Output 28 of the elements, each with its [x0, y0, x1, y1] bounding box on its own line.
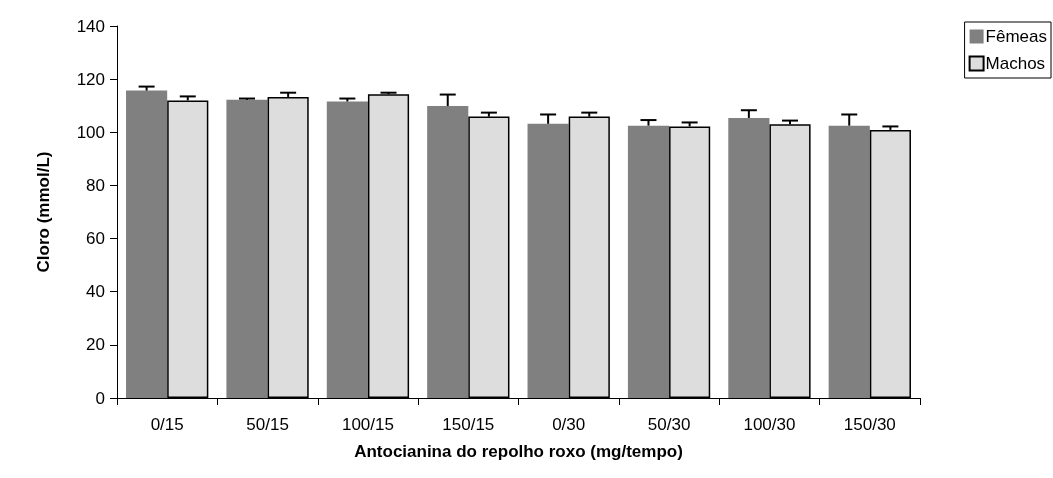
bar — [527, 123, 569, 398]
y-axis-title: Cloro (mmol/L) — [34, 151, 53, 273]
x-axis-title: Antocianina do repolho roxo (mg/tempo) — [354, 442, 683, 461]
bar — [126, 90, 168, 398]
y-tick-label: 20 — [86, 335, 105, 355]
bar — [828, 125, 870, 398]
y-tick-label: 100 — [76, 122, 105, 142]
legend-label: Fêmeas — [985, 27, 1048, 46]
x-tick-label: 50/15 — [246, 415, 289, 434]
x-tick-label: 100/15 — [341, 415, 394, 434]
x-tick-label: 0/30 — [552, 415, 586, 434]
x-tick-label: 50/30 — [647, 415, 691, 434]
bar — [627, 125, 670, 398]
y-tick-label: 80 — [86, 175, 105, 195]
legend-label: Machos — [985, 54, 1046, 73]
y-tick-label: 40 — [86, 282, 105, 302]
x-tick-label: 150/30 — [843, 415, 896, 434]
y-tick-label: 60 — [86, 229, 105, 249]
y-tick-label: 120 — [76, 69, 105, 89]
x-tick-label: 150/15 — [442, 415, 495, 434]
y-tick-label: 0 — [95, 388, 105, 408]
bar — [728, 117, 770, 398]
y-tick-label: 140 — [76, 16, 105, 36]
bar — [427, 105, 469, 398]
bar — [226, 99, 268, 398]
x-tick-label: 100/30 — [743, 415, 796, 434]
bar — [326, 101, 368, 398]
x-tick-label: 0/15 — [150, 415, 184, 434]
